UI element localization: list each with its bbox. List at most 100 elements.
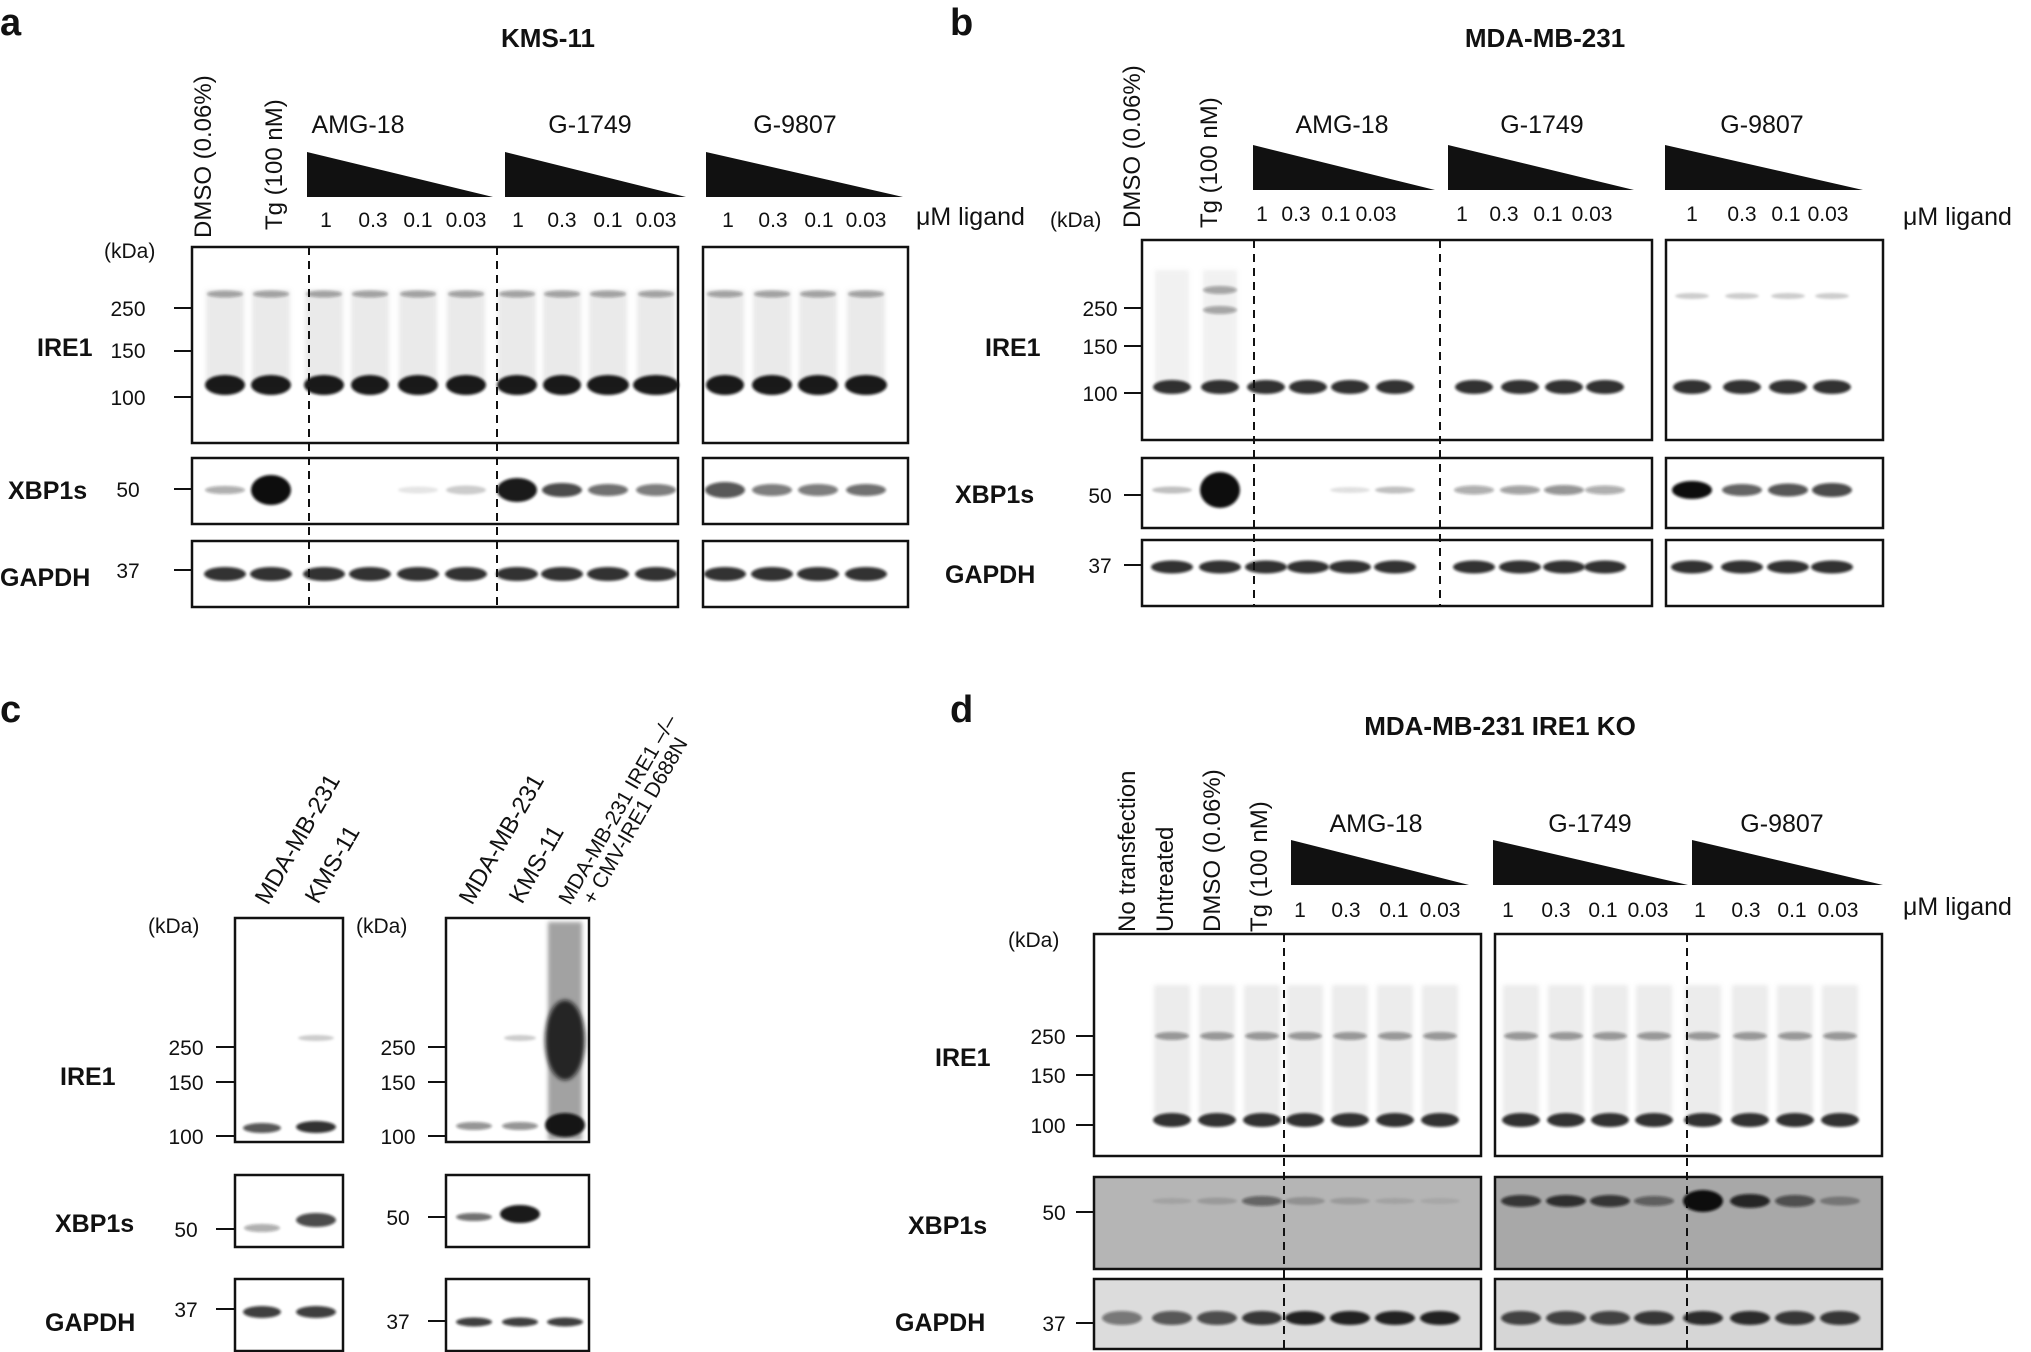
panel-b-concentration-label: 0.03: [1572, 203, 1613, 226]
gapdh-band: [1197, 1311, 1237, 1325]
ire1-band-high: [1778, 1032, 1812, 1040]
ire1-band: [1501, 380, 1539, 394]
gapdh-band: [397, 567, 439, 581]
ire1-band: [1247, 380, 1285, 394]
xbp1s-band: [1375, 1198, 1415, 1204]
gapdh-band: [1543, 560, 1585, 574]
ire1-smear: [847, 290, 885, 385]
panel-b-marker-50: 50: [1088, 485, 1111, 508]
gapdh-band: [303, 567, 345, 581]
panel-a-gradient-g1749: [505, 152, 686, 197]
ire1-band-high: [544, 290, 580, 298]
panel-d-drug-g1749: G-1749: [1548, 810, 1631, 838]
xbp1s-band: [446, 485, 486, 495]
xbp1s-band: [752, 484, 792, 496]
panel-d-xbp1s-blot-frame: [1092, 1175, 1483, 1271]
gapdh-band: [1375, 1311, 1415, 1325]
panel-c-lane-ko: MDA-MB-231 IRE1 –/–: [554, 711, 681, 909]
ire1-band: [446, 375, 486, 395]
panel-a-label-gapdh: GAPDH: [0, 564, 90, 592]
panel-d-concentration-label: 1: [1502, 899, 1514, 922]
gapdh-band: [1152, 1311, 1192, 1325]
panel-d-concentration-label: 1: [1694, 899, 1706, 922]
panel-c-marker-250-right: 250: [380, 1037, 415, 1060]
ire1-band-high: [590, 290, 626, 298]
gapdh-band: [1634, 1311, 1674, 1325]
panel-b-marker-37: 37: [1088, 555, 1111, 578]
panel-b-lane-tg: Tg (100 nM): [1196, 97, 1223, 228]
xbp1s-band: [636, 484, 676, 496]
panel-b-concentration-label: 0.3: [1281, 203, 1310, 226]
panel-b-label-gapdh: GAPDH: [945, 561, 1035, 589]
panel-b-drug-amg18: AMG-18: [1295, 111, 1388, 139]
ire1-band: [633, 375, 679, 395]
panel-a-label-ire1: IRE1: [37, 334, 93, 362]
gapdh-band: [1330, 1311, 1370, 1325]
ire1-band: [351, 375, 389, 395]
ire1-smear: [1777, 985, 1813, 1115]
ire1-band-high: [499, 290, 535, 298]
gapdh-band: [1329, 560, 1371, 574]
panel-d-concentration-label: 0.1: [1777, 899, 1806, 922]
ire1-band-high: [504, 1035, 536, 1041]
ire1-band: [1769, 380, 1807, 394]
ire1-band-high: [1637, 1032, 1671, 1040]
xbp1s-band: [1200, 472, 1240, 508]
ire1-band: [296, 1121, 336, 1133]
ire1-band-high: [848, 290, 884, 298]
ire1-smear: [1377, 985, 1413, 1115]
gapdh-band: [1102, 1311, 1142, 1325]
panel-c-label-xbp1s: XBP1s: [55, 1210, 134, 1238]
xbp1s-band: [497, 478, 537, 502]
panel-d-drug-g9807: G-9807: [1740, 810, 1823, 838]
gapdh-band: [1584, 560, 1626, 574]
ire1-band: [1813, 380, 1851, 394]
panel-b-drug-g9807: G-9807: [1720, 111, 1803, 139]
xbp1s-band: [1242, 1196, 1282, 1206]
xbp1s-band: [1585, 485, 1625, 495]
ire1-smear: [1732, 985, 1768, 1115]
ire1-band: [545, 1113, 585, 1137]
ire1-band: [1421, 1113, 1459, 1127]
panel-d-concentration-label: 0.3: [1541, 899, 1570, 922]
ire1-smear: [399, 290, 437, 385]
panel-a-gradient-amg18: [307, 152, 493, 197]
xbp1s-band: [500, 1205, 540, 1223]
gapdh-band: [541, 567, 583, 581]
ire1-smear: [252, 290, 290, 385]
xbp1s-band: [1454, 485, 1494, 495]
panel-b-concentration-label: 1: [1256, 203, 1268, 226]
panel-c-gapdh-blot-frame: [233, 1277, 345, 1352]
panel-c-marker-150: 150: [168, 1072, 203, 1095]
gapdh-band: [1775, 1311, 1815, 1325]
panel-c-ire1-blot-frame: [233, 916, 345, 1144]
ire1-band: [1376, 1113, 1414, 1127]
ire1-band: [1289, 380, 1327, 394]
xbp1s-band: [244, 1224, 280, 1232]
ire1-smear: [206, 290, 244, 385]
panel-c-marker-50: 50: [174, 1219, 197, 1242]
xbp1s-band: [1768, 483, 1808, 497]
ire1-band: [1673, 380, 1711, 394]
panel-b-concentration-label: 0.3: [1727, 203, 1756, 226]
gapdh-band: [1590, 1311, 1630, 1325]
panel-b-gradient-g1749: [1448, 145, 1634, 190]
panel-c-kda-label-2: (kDa): [356, 915, 407, 938]
gapdh-band: [1242, 1311, 1282, 1325]
gapdh-band: [1546, 1311, 1586, 1325]
ire1-band-high: [253, 290, 289, 298]
ire1-band: [1731, 1113, 1769, 1127]
ire1-band-high: [400, 290, 436, 298]
xbp1s-band: [251, 475, 291, 505]
panel-c: c MDA-MB-231 KMS-11 MDA-MB-231 KMS-11 MD…: [0, 689, 693, 1352]
panel-d-lane-tg: Tg (100 nM): [1246, 801, 1273, 932]
xbp1s-band: [205, 486, 245, 494]
xbp1s-band: [1722, 484, 1762, 496]
panel-a-marker-150: 150: [110, 340, 145, 363]
panel-d-lane-dmso: DMSO (0.06%): [1199, 769, 1226, 932]
panel-b-gapdh-blot-frame: [1140, 538, 1654, 608]
panel-b-letter: b: [950, 2, 973, 44]
gapdh-band: [1285, 1311, 1325, 1325]
panel-a-gradient-g9807: [706, 152, 903, 197]
ire1-band: [1586, 380, 1624, 394]
